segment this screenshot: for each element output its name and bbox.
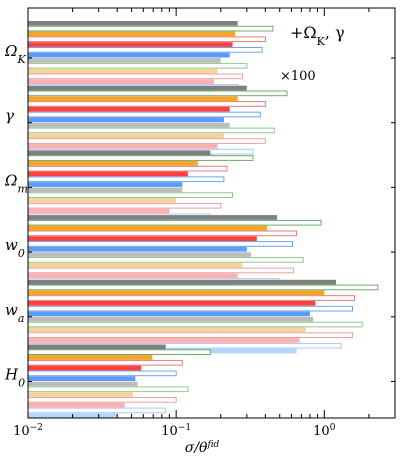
bar--k-4 xyxy=(28,42,233,47)
bar-w-0-4 xyxy=(28,236,257,241)
bar---1 xyxy=(27,90,288,97)
bar-h-0-6 xyxy=(28,376,136,381)
bar-w-a-6 xyxy=(28,311,310,317)
bar-h-0-3 xyxy=(27,359,183,366)
bar---4 xyxy=(28,106,230,112)
x-axis-label: σ/θfid xyxy=(185,440,220,456)
bar-h-0-11 xyxy=(28,402,125,408)
bars-layer xyxy=(27,21,379,419)
group-label--k: ΩK xyxy=(4,42,26,66)
bar--k-3 xyxy=(27,36,266,43)
bar---7 xyxy=(28,122,230,128)
bar--k-5 xyxy=(27,47,263,53)
bar-w-0-2 xyxy=(28,225,267,231)
bar-w-0-0 xyxy=(28,215,278,220)
bar--m-2 xyxy=(28,161,198,166)
x-tick-label-2: 100 xyxy=(313,423,336,439)
labels-layer: ΩK γ Ωm w0 wa H0 10−2 10−1 100 xyxy=(4,42,336,439)
bar-h-0-10 xyxy=(27,397,177,403)
bar-w-0-1 xyxy=(27,219,322,226)
bar---9 xyxy=(28,133,224,139)
bar-h-0-12 xyxy=(27,407,167,414)
bar---0 xyxy=(28,85,247,91)
bar--m-10 xyxy=(27,202,222,209)
bar-w-a-10 xyxy=(27,332,354,338)
plot-frame xyxy=(27,7,396,419)
bar--m-11 xyxy=(28,208,170,214)
bar--k-9 xyxy=(28,68,218,74)
bar---11 xyxy=(28,144,218,149)
bar--k-0 xyxy=(28,21,238,26)
bar-w-0-9 xyxy=(28,262,243,268)
bar---10 xyxy=(27,138,266,144)
bar-h-0-7 xyxy=(28,381,138,387)
bar--k-8 xyxy=(27,62,248,69)
bar---3 xyxy=(27,101,266,107)
bar--k-1 xyxy=(27,25,274,32)
bar-w-a-8 xyxy=(27,321,363,328)
bar-w-a-11 xyxy=(28,338,300,343)
bar--k-2 xyxy=(28,31,236,37)
bar-w-a-4 xyxy=(28,301,316,306)
bar-w-a-1 xyxy=(27,284,379,291)
x-tick-label-1: 10−1 xyxy=(161,423,191,439)
group-label-h-0: H0 xyxy=(4,366,25,390)
bar--m-0 xyxy=(28,150,211,156)
bar-h-0-4 xyxy=(28,365,142,371)
group-annotation: ×100 xyxy=(280,69,316,84)
bar-w-0-5 xyxy=(27,241,294,247)
bar--k-7 xyxy=(28,58,221,63)
bar-w-0-8 xyxy=(27,257,304,263)
bar--m-1 xyxy=(27,155,254,161)
group-label--m: Ωm xyxy=(4,171,28,195)
bar-h-0-8 xyxy=(27,386,189,393)
bar-h-0-2 xyxy=(28,355,153,360)
bar--m-5 xyxy=(27,176,225,183)
bar-w-a-7 xyxy=(28,316,314,322)
group-label--: γ xyxy=(5,107,14,125)
bar--k-10 xyxy=(27,73,243,80)
bar-h-0-9 xyxy=(28,392,133,397)
bar--m-3 xyxy=(27,165,228,172)
bar-h-0-5 xyxy=(27,370,177,377)
bar--m-7 xyxy=(28,187,183,193)
bar-w-0-7 xyxy=(28,252,251,257)
bar--m-4 xyxy=(28,171,188,177)
x-tick-label-0: 10−2 xyxy=(13,423,43,439)
bar-w-0-10 xyxy=(27,267,295,274)
bar---8 xyxy=(27,127,275,134)
bar---5 xyxy=(27,111,261,118)
bar-w-a-2 xyxy=(28,290,325,296)
bar-w-a-0 xyxy=(28,279,337,285)
bar-w-0-11 xyxy=(28,273,238,279)
bar--m-6 xyxy=(28,182,183,187)
bar-w-0-6 xyxy=(28,246,247,252)
bar--m-9 xyxy=(28,198,177,203)
group-label-w-0: w0 xyxy=(5,236,25,260)
chart-annotation: +ΩK, γ xyxy=(290,23,345,48)
bar-w-a-9 xyxy=(28,327,306,333)
bar-h-0-0 xyxy=(28,344,166,350)
bar--m-8 xyxy=(27,192,233,199)
bar-w-a-3 xyxy=(27,295,356,301)
bar--k-6 xyxy=(28,52,230,58)
group-label-w-a: wa xyxy=(5,301,24,325)
bar--k-11 xyxy=(28,79,214,84)
bar---6 xyxy=(28,117,224,123)
bar-w-a-5 xyxy=(27,305,354,312)
bar-h-0-1 xyxy=(27,349,211,355)
bar-w-0-3 xyxy=(27,230,298,237)
bar---2 xyxy=(28,96,238,101)
